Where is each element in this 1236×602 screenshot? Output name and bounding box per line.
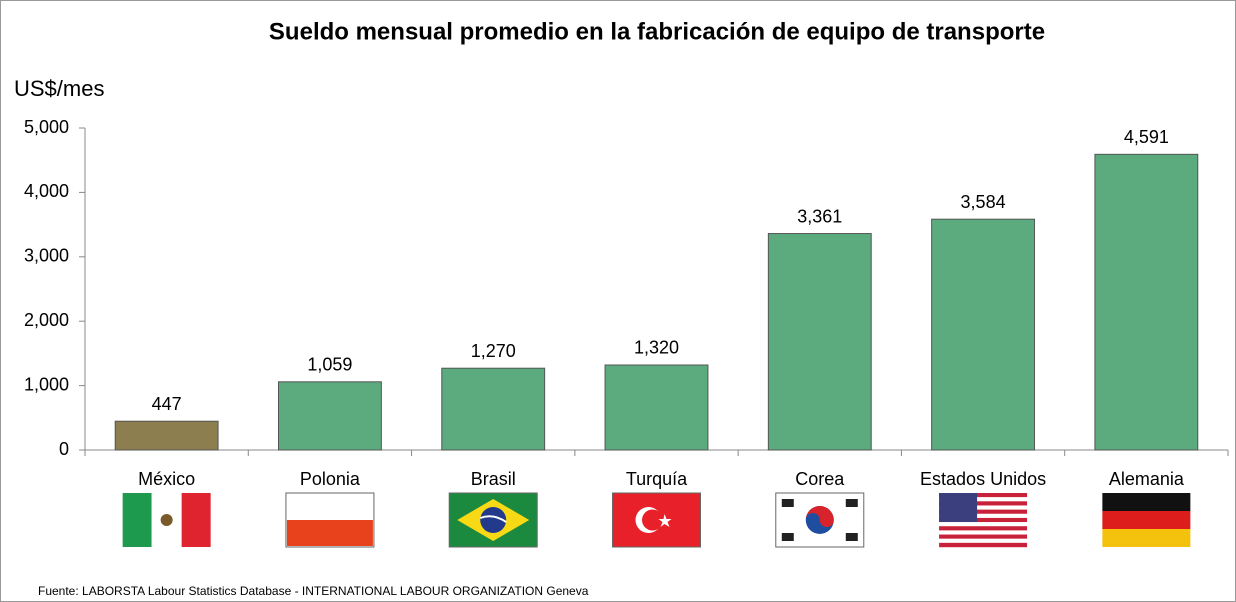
value-label: 1,320 [634, 338, 679, 358]
flag-part [160, 514, 173, 526]
flag-part [939, 497, 1028, 502]
flag-part [1102, 529, 1191, 547]
flag-part [939, 530, 1028, 535]
flag-part [939, 493, 1028, 498]
flag-part [479, 515, 507, 523]
flag-part [939, 509, 1028, 514]
value-label: 1,059 [307, 355, 352, 375]
bar [114, 420, 219, 451]
flag-part [939, 522, 1028, 527]
y-tick-label: 2,000 [24, 310, 69, 330]
flag [939, 493, 1028, 548]
flag-part [939, 542, 1028, 548]
x-tick-label: Polonia [300, 469, 361, 489]
flag [775, 492, 865, 548]
x-tick-label: Alemania [1109, 469, 1185, 489]
flag-part [781, 499, 794, 507]
value-label: 1,270 [471, 341, 516, 361]
y-tick-label: 4,000 [24, 181, 69, 201]
y-tick-label: 1,000 [24, 374, 69, 394]
value-label: 3,584 [961, 192, 1006, 212]
flag-part [939, 501, 1028, 506]
flag-part [805, 506, 834, 528]
flag-part [658, 514, 672, 527]
flag-part [1102, 511, 1191, 529]
value-label: 4,591 [1124, 127, 1169, 147]
x-tick-label: Turquía [626, 469, 688, 489]
flag-part [939, 534, 1028, 539]
flag-part [122, 493, 152, 547]
x-tick-label: Estados Unidos [920, 469, 1046, 489]
flag-part [286, 520, 373, 546]
x-tick-label: México [138, 469, 195, 489]
flag [1102, 493, 1191, 547]
source: Fuente: LABORSTA Labour Statistics Datab… [38, 584, 589, 598]
flag-part [939, 513, 1028, 519]
flag-part [845, 533, 858, 541]
bar [767, 233, 872, 451]
y-tick-label: 5,000 [24, 117, 69, 137]
flag-part [939, 526, 1028, 531]
flag [448, 492, 538, 548]
bar [931, 218, 1036, 451]
flag [285, 492, 375, 548]
value-label: 447 [152, 394, 182, 414]
flag-part [181, 493, 211, 547]
flag-part [781, 533, 794, 541]
bar [441, 367, 546, 451]
y-axis-label: US$/mes [14, 76, 104, 101]
flag-part [642, 509, 663, 531]
flag-part [1102, 493, 1191, 511]
flag [612, 492, 701, 548]
flag-part [939, 517, 1028, 523]
flag-part [845, 499, 858, 507]
bar [1094, 153, 1199, 451]
y-tick-label: 0 [59, 439, 69, 459]
x-tick-label: Corea [795, 469, 845, 489]
flag-part [939, 493, 978, 522]
bar [277, 381, 382, 451]
flag-part [939, 538, 1028, 544]
flag-part [480, 507, 507, 533]
flag-part [939, 505, 1028, 510]
x-tick-label: Brasil [471, 469, 516, 489]
bar [604, 364, 709, 451]
chart-title: Sueldo mensual promedio en la fabricació… [269, 18, 1045, 45]
y-tick-label: 3,000 [24, 246, 69, 266]
value-label: 3,361 [797, 206, 842, 226]
flag [122, 493, 211, 547]
